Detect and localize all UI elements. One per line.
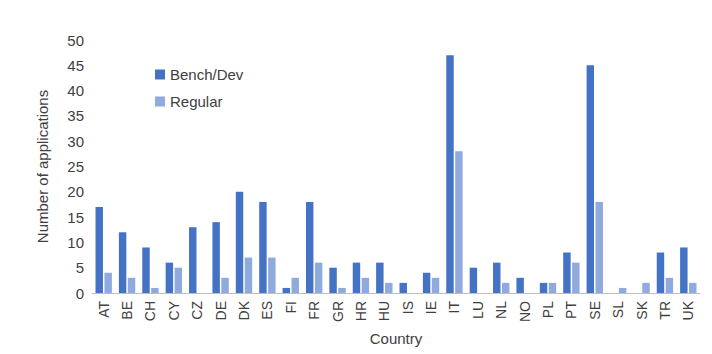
svg-text:PL: PL — [540, 301, 556, 318]
svg-text:HR: HR — [353, 301, 369, 321]
svg-text:CZ: CZ — [189, 301, 205, 320]
svg-text:GR: GR — [330, 301, 346, 322]
svg-text:Country: Country — [370, 330, 423, 347]
svg-text:45: 45 — [67, 57, 84, 74]
svg-text:IS: IS — [400, 301, 416, 314]
svg-text:IE: IE — [423, 301, 439, 314]
svg-text:IT: IT — [446, 301, 462, 314]
svg-text:30: 30 — [67, 133, 84, 150]
svg-text:BE: BE — [119, 301, 135, 320]
svg-text:50: 50 — [67, 32, 84, 49]
svg-text:DK: DK — [236, 300, 252, 320]
svg-text:FI: FI — [283, 301, 299, 313]
svg-text:25: 25 — [67, 158, 84, 175]
svg-text:SE: SE — [587, 301, 603, 320]
svg-text:SK: SK — [634, 300, 650, 319]
svg-text:20: 20 — [67, 183, 84, 200]
svg-text:ES: ES — [259, 301, 275, 320]
svg-text:NL: NL — [493, 301, 509, 319]
svg-text:CH: CH — [142, 301, 158, 321]
svg-text:AT: AT — [96, 301, 112, 318]
svg-text:PT: PT — [563, 301, 579, 319]
svg-text:10: 10 — [67, 234, 84, 251]
svg-text:Number of applications: Number of applications — [34, 90, 51, 243]
svg-text:Bench/Dev: Bench/Dev — [170, 66, 244, 83]
svg-text:5: 5 — [76, 259, 84, 276]
svg-text:SL: SL — [610, 301, 626, 318]
svg-text:HU: HU — [376, 301, 392, 321]
svg-text:35: 35 — [67, 107, 84, 124]
svg-text:40: 40 — [67, 82, 84, 99]
svg-text:UK: UK — [680, 300, 696, 320]
svg-text:NO: NO — [517, 301, 533, 322]
svg-text:LU: LU — [470, 301, 486, 319]
svg-text:Regular: Regular — [170, 93, 223, 110]
svg-text:0: 0 — [76, 285, 84, 302]
svg-text:CY: CY — [166, 300, 182, 320]
svg-text:TR: TR — [657, 301, 673, 320]
svg-text:FR: FR — [306, 301, 322, 320]
svg-text:DE: DE — [213, 301, 229, 320]
svg-text:15: 15 — [67, 209, 84, 226]
